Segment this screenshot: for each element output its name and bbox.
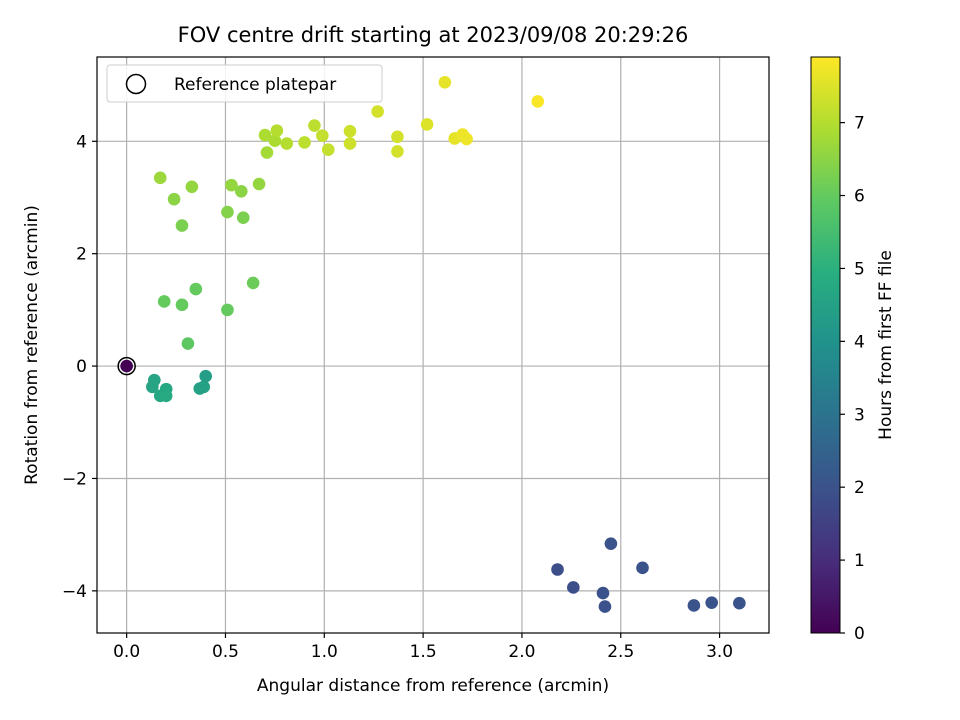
chart-title: FOV centre drift starting at 2023/09/08 … xyxy=(178,23,689,47)
colorbar-tick-label: 4 xyxy=(854,332,865,352)
plot-frame xyxy=(96,56,770,634)
data-point xyxy=(604,537,618,550)
plot-area: 0.0 0.5 1.0 1.5 2.0 2.5 3.0 −4 −2 0 2 4 xyxy=(62,56,770,662)
data-point xyxy=(371,105,384,118)
data-point xyxy=(343,137,357,150)
data-point xyxy=(236,211,250,225)
data-point xyxy=(148,373,161,387)
colorbar-ticks: 0 1 2 3 4 5 6 7 xyxy=(840,114,865,644)
data-point xyxy=(225,178,238,192)
colorbar-gradient xyxy=(810,56,841,634)
data-point xyxy=(636,561,649,575)
colorbar-tick-label: 7 xyxy=(854,114,865,134)
data-point xyxy=(260,146,274,159)
y-tick-label: 4 xyxy=(76,132,87,152)
x-tick-label: 3.0 xyxy=(706,642,733,662)
data-point xyxy=(420,118,434,131)
colorbar-label: Hours from first FF file xyxy=(876,250,896,440)
colorbar-tick-label: 6 xyxy=(854,187,865,207)
data-point xyxy=(391,145,404,158)
y-tick-label: −2 xyxy=(62,469,87,489)
x-tick-label: 0.0 xyxy=(113,642,140,662)
data-point xyxy=(153,171,167,185)
data-points xyxy=(120,75,746,613)
data-point xyxy=(391,130,404,144)
data-point xyxy=(270,124,284,137)
data-point xyxy=(189,282,203,296)
data-point xyxy=(343,124,357,138)
data-point xyxy=(221,205,234,219)
data-point xyxy=(567,581,580,594)
data-point xyxy=(316,129,329,142)
data-point xyxy=(460,132,473,146)
colorbar-tick-label: 1 xyxy=(854,551,865,571)
y-axis-ticks: −4 −2 0 2 4 xyxy=(62,132,97,602)
legend-label: Reference platepar xyxy=(174,75,336,95)
colorbar-tick-label: 3 xyxy=(854,405,865,425)
data-point xyxy=(159,389,173,403)
legend-box xyxy=(106,64,383,103)
x-axis-ticks: 0.0 0.5 1.0 1.5 2.0 2.5 3.0 xyxy=(113,633,733,662)
x-tick-label: 2.5 xyxy=(607,642,634,662)
data-point xyxy=(705,596,718,609)
reference-platepar-marker xyxy=(117,356,136,376)
data-point xyxy=(234,185,248,198)
data-point xyxy=(733,596,746,610)
data-point xyxy=(258,128,272,142)
data-point xyxy=(687,599,701,612)
data-point xyxy=(175,298,189,312)
data-point xyxy=(185,180,199,194)
x-axis-label: Angular distance from reference (arcmin) xyxy=(257,676,609,696)
colorbar-tick-label: 5 xyxy=(854,259,865,279)
data-point xyxy=(298,136,311,149)
data-point xyxy=(551,563,564,576)
y-tick-label: −4 xyxy=(62,582,87,602)
legend-open-circle-icon xyxy=(125,73,147,95)
data-point xyxy=(268,134,282,148)
x-tick-label: 0.5 xyxy=(212,642,239,662)
data-point xyxy=(221,303,234,317)
data-point xyxy=(157,295,171,308)
data-point xyxy=(531,95,545,108)
data-point xyxy=(181,337,195,350)
colorbar-tick-label: 0 xyxy=(854,624,865,644)
x-tick-label: 1.0 xyxy=(311,642,338,662)
y-tick-label: 2 xyxy=(76,245,87,265)
data-point xyxy=(308,119,321,132)
colorbar: 0 1 2 3 4 5 6 7 Hours from first FF file xyxy=(810,56,896,644)
legend: Reference platepar xyxy=(106,64,383,103)
y-axis-label: Rotation from reference (arcmin) xyxy=(22,205,42,485)
data-point xyxy=(197,380,211,394)
data-point xyxy=(167,192,181,206)
data-point xyxy=(438,75,452,89)
data-point xyxy=(120,359,133,373)
data-point xyxy=(280,137,294,150)
data-point xyxy=(596,586,610,600)
x-tick-label: 1.5 xyxy=(410,642,437,662)
y-tick-label: 0 xyxy=(76,357,87,377)
data-point xyxy=(175,219,189,232)
plot-background xyxy=(97,57,769,633)
data-point xyxy=(252,177,266,191)
data-point xyxy=(598,600,612,613)
data-point xyxy=(246,276,260,290)
data-point xyxy=(199,369,213,383)
colorbar-tick-label: 2 xyxy=(854,478,865,498)
x-tick-label: 2.0 xyxy=(508,642,535,662)
data-point xyxy=(321,143,335,157)
